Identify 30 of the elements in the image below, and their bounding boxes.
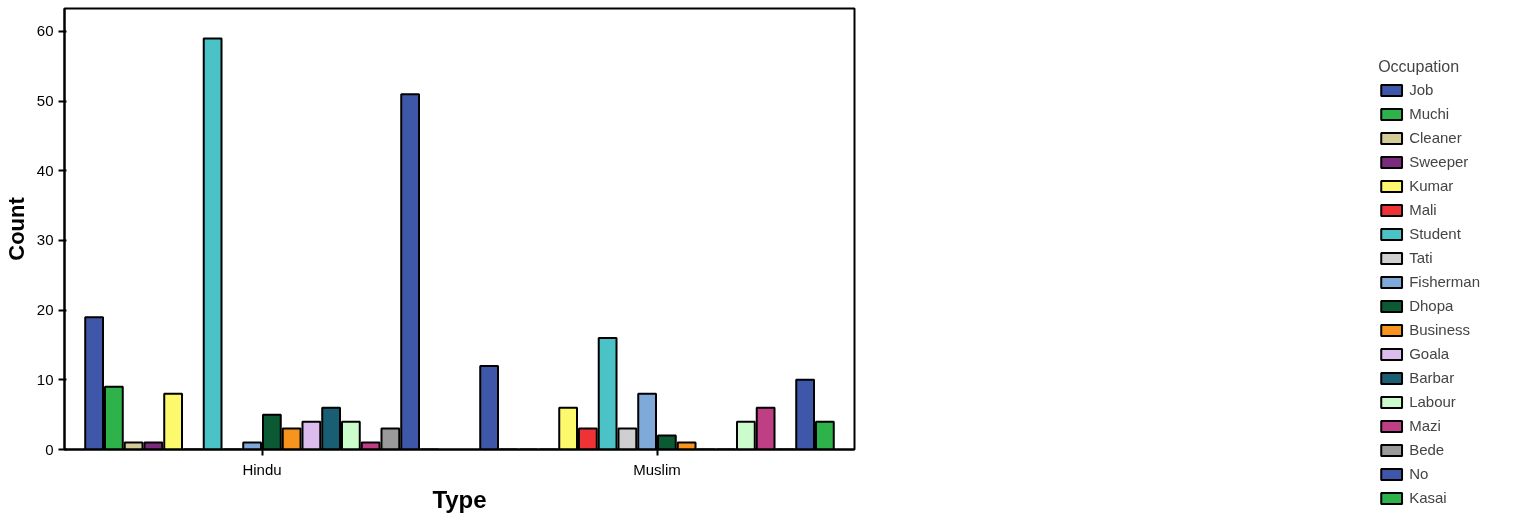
legend-label: Bede — [1409, 441, 1445, 458]
y-tick-label: 60 — [36, 22, 54, 40]
legend-title: Occupation — [1378, 58, 1461, 76]
legend-label: No — [1409, 465, 1430, 482]
x-axis-title: Type — [432, 485, 487, 513]
legend-label: Barbar — [1409, 369, 1455, 386]
legend-label: Dhopa — [1409, 297, 1454, 314]
y-tick-label: 20 — [36, 301, 54, 319]
x-tick-label: Muslim — [633, 460, 681, 478]
legend-label: Business — [1409, 321, 1471, 338]
y-tick-label: 30 — [36, 231, 54, 249]
y-axis-title: Count — [3, 196, 29, 261]
legend-label: Fisherman — [1409, 273, 1480, 290]
x-tick-label: Hindu — [242, 460, 282, 478]
legend-label: Job — [1409, 81, 1434, 98]
legend-label: Mali — [1409, 201, 1437, 218]
legend-label: Sweeper — [1409, 153, 1469, 170]
legend-label: Kasai — [1409, 489, 1447, 506]
legend-label: Tati — [1409, 249, 1433, 266]
legend-label: Student — [1409, 225, 1461, 242]
y-tick-label: 50 — [36, 92, 54, 110]
legend-label: Muchi — [1409, 105, 1450, 122]
y-tick-label: 0 — [45, 440, 54, 458]
legend-label: Labour — [1409, 393, 1456, 410]
legend-label: Cleaner — [1409, 129, 1462, 146]
legend-label: Kumar — [1409, 177, 1454, 194]
y-tick-label: 10 — [36, 370, 54, 388]
legend-label: Goala — [1409, 345, 1450, 362]
legend-label: Mazi — [1409, 417, 1441, 434]
y-tick-label: 40 — [36, 161, 54, 179]
